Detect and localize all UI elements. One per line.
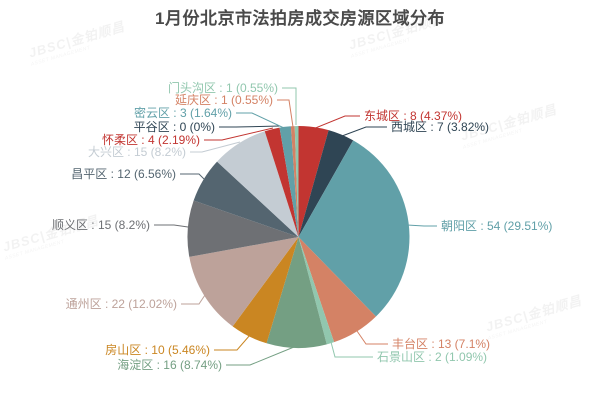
pie-slice-14[interactable] — [290, 126, 299, 237]
slice-label-12: 平谷区 : 0 (0%) — [134, 120, 215, 134]
slice-label-1: 西城区 : 7 (3.82%) — [391, 120, 489, 134]
pie-slice-7[interactable] — [189, 237, 299, 327]
pie-slice-0[interactable] — [298, 126, 329, 237]
slice-label-6: 房山区 : 10 (5.46%) — [105, 342, 210, 357]
pie-slice-4[interactable] — [298, 237, 335, 345]
pie-slice-9[interactable] — [193, 161, 299, 237]
slice-label-10: 大兴区 : 15 (8.2%) — [88, 145, 186, 159]
slice-label-7: 通州区 : 22 (12.02%) — [66, 297, 177, 311]
pie-slice-15[interactable] — [294, 126, 299, 237]
slice-label-0: 东城区 : 8 (4.37%) — [364, 109, 462, 123]
slice-label-13: 密云区 : 3 (1.64%) — [134, 105, 232, 120]
slice-label-2: 朝阳区 : 54 (29.51%) — [441, 219, 552, 233]
label-line-11 — [204, 127, 274, 141]
label-line-4 — [330, 341, 373, 358]
pie-slice-10[interactable] — [217, 131, 299, 237]
label-line-3 — [356, 330, 388, 345]
slice-label-15: 门头沟区 : 1 (0.55%) — [168, 80, 278, 95]
slice-label-14: 延庆区 : 1 (0.55%) — [175, 93, 273, 107]
label-line-15 — [282, 87, 297, 125]
label-leader-lines — [154, 87, 437, 366]
label-line-10 — [190, 141, 241, 153]
pie-slice-6[interactable] — [232, 237, 299, 344]
slice-label-5: 海淀区 : 16 (8.74%) — [117, 357, 222, 372]
slice-label-9: 昌平区 : 12 (6.56%) — [71, 167, 176, 181]
pie-slice-3[interactable] — [298, 237, 376, 343]
label-line-2 — [406, 224, 437, 227]
label-line-6 — [214, 334, 251, 351]
pie-slice-1[interactable] — [298, 130, 354, 237]
label-line-7 — [181, 294, 206, 305]
label-line-12 — [219, 125, 281, 128]
pie-slice-11[interactable] — [264, 127, 299, 237]
slice-label-8: 顺义区 : 15 (8.2%) — [52, 218, 150, 232]
slice-labels: 东城区 : 8 (4.37%)西城区 : 7 (3.82%) 朝阳区 : 54 (… — [52, 80, 552, 372]
label-line-0 — [312, 115, 360, 130]
label-line-9 — [180, 173, 205, 180]
label-line-13 — [236, 112, 285, 129]
pie-slices — [187, 126, 410, 349]
pie-slice-13[interactable] — [279, 126, 299, 237]
slice-label-3: 丰台区 : 13 (7.1%) — [392, 336, 490, 351]
pie-slice-2[interactable] — [298, 140, 410, 317]
label-line-8 — [154, 224, 189, 228]
label-line-5 — [226, 346, 295, 366]
slice-label-4: 石景山区 : 2 (1.09%) — [377, 350, 487, 364]
label-line-1 — [341, 126, 387, 137]
slice-label-11: 怀柔区 : 4 (2.19%) — [102, 133, 200, 147]
pie-slice-5[interactable] — [266, 237, 327, 349]
pie-slice-8[interactable] — [187, 200, 299, 257]
label-line-14 — [277, 99, 294, 128]
